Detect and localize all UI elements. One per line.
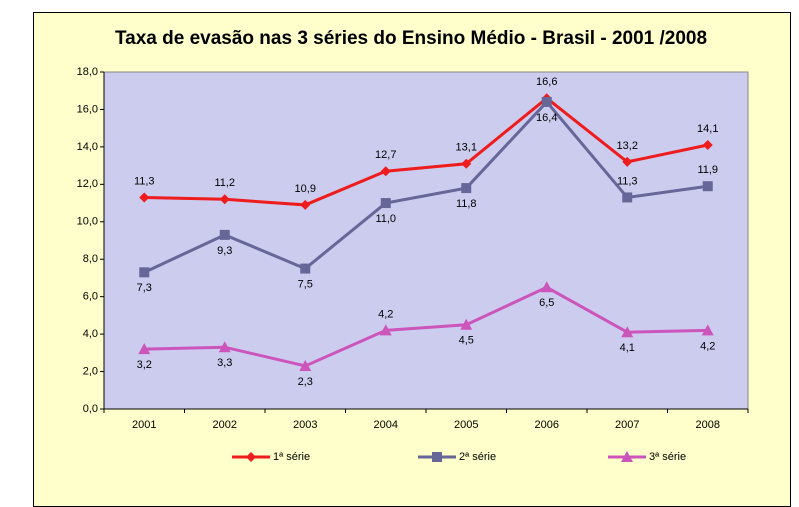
x-tick-label: 2002	[213, 419, 237, 431]
marker	[541, 96, 552, 107]
data-label: 11,8	[456, 198, 477, 210]
marker	[622, 192, 633, 203]
data-label: 2,3	[298, 376, 313, 388]
y-tick-label: 8,0	[83, 253, 98, 265]
marker	[299, 359, 312, 371]
marker	[540, 281, 553, 293]
marker	[461, 158, 472, 169]
marker	[380, 198, 391, 209]
data-label: 6,5	[539, 297, 554, 309]
y-tick-label: 6,0	[83, 291, 98, 303]
y-tick-label: 18,0	[77, 66, 98, 78]
legend-label: 3ª série	[649, 451, 686, 463]
data-label: 3,2	[137, 359, 152, 371]
data-label: 4,2	[700, 340, 715, 352]
data-label: 4,2	[378, 308, 393, 320]
legend-marker	[621, 451, 633, 462]
x-tick-label: 2006	[535, 419, 559, 431]
data-label: 14,1	[697, 123, 718, 135]
data-label: 13,2	[617, 140, 638, 152]
chart-title: Taxa de evasão nas 3 séries do Ensino Mé…	[115, 28, 707, 49]
y-tick-label: 10,0	[77, 216, 98, 228]
data-label: 13,1	[456, 142, 477, 154]
legend-label: 1ª série	[273, 451, 310, 463]
data-label: 11,3	[134, 175, 155, 187]
marker	[218, 341, 231, 353]
data-label: 16,4	[536, 112, 557, 124]
marker	[300, 263, 311, 274]
data-label: 12,7	[375, 149, 396, 161]
legend-label: 2ª série	[459, 451, 496, 463]
legend-marker	[432, 452, 442, 462]
data-label: 7,3	[137, 282, 152, 294]
data-label: 11,2	[214, 177, 235, 189]
data-label: 4,1	[620, 342, 635, 354]
series-line	[144, 96, 709, 207]
marker	[300, 199, 311, 210]
plot-area	[103, 71, 749, 410]
marker	[379, 324, 392, 336]
data-label: 16,6	[536, 76, 557, 88]
marker	[621, 326, 634, 338]
marker	[460, 318, 473, 330]
data-label: 3,3	[217, 357, 232, 369]
data-label: 9,3	[217, 245, 232, 257]
marker	[461, 183, 472, 194]
marker	[139, 267, 150, 278]
y-tick-label: 14,0	[77, 141, 98, 153]
y-tick-label: 0,0	[83, 403, 98, 415]
marker	[702, 140, 713, 151]
marker	[138, 343, 151, 355]
y-tick-label: 4,0	[83, 328, 98, 340]
marker	[701, 324, 714, 336]
data-label: 11,3	[617, 175, 638, 187]
x-tick-label: 2003	[293, 419, 317, 431]
y-tick-label: 2,0	[83, 365, 98, 377]
x-tick-label: 2008	[696, 419, 720, 431]
x-tick-label: 2007	[615, 419, 639, 431]
marker	[702, 181, 713, 192]
x-tick-label: 2001	[132, 419, 156, 431]
y-tick-label: 16,0	[77, 103, 98, 115]
marker	[380, 166, 391, 177]
data-label: 10,9	[295, 183, 316, 195]
series-line	[143, 99, 708, 274]
legend-marker	[246, 452, 256, 462]
marker	[139, 192, 150, 203]
data-label: 7,5	[298, 278, 313, 290]
x-tick-label: 2005	[454, 419, 478, 431]
marker	[219, 229, 230, 240]
y-tick-label: 12,0	[77, 178, 98, 190]
marker	[622, 156, 633, 167]
data-label: 11,9	[697, 164, 718, 176]
series-line	[144, 285, 708, 368]
data-label: 4,5	[459, 335, 474, 347]
x-tick-label: 2004	[374, 419, 398, 431]
marker	[219, 194, 230, 205]
data-label: 11,0	[375, 213, 396, 225]
